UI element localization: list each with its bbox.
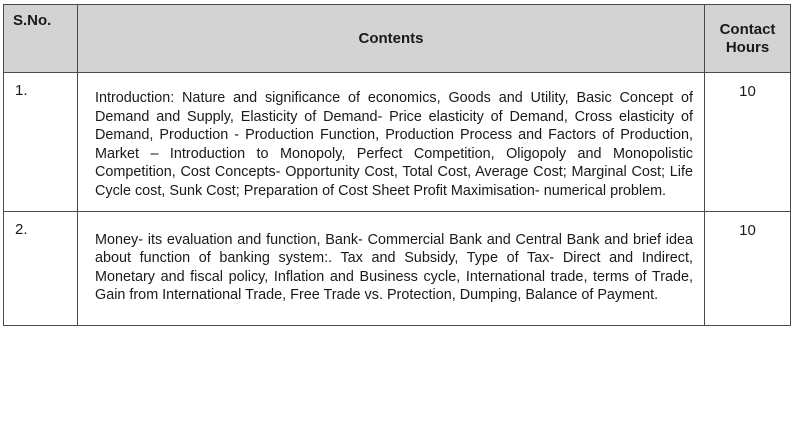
- header-contact-hours-line1: Contact: [719, 20, 776, 38]
- row-sno: 1.: [3, 72, 78, 212]
- row-contents: Money- its evaluation and function, Bank…: [77, 210, 705, 326]
- header-sno: S.No.: [3, 4, 78, 73]
- row-sno: 2.: [3, 210, 78, 326]
- row-contact-hours: 10: [704, 210, 791, 326]
- table-row: 2. Money- its evaluation and function, B…: [3, 210, 791, 326]
- table-header: S.No. Contents Contact Hours: [3, 4, 791, 73]
- row-contents: Introduction: Nature and significance of…: [77, 72, 705, 212]
- header-contact-hours-line2: Hours: [725, 38, 770, 56]
- header-contents: Contents: [77, 4, 705, 73]
- table-body: 1. Introduction: Nature and significance…: [3, 72, 791, 326]
- row-contact-hours: 10: [704, 72, 791, 212]
- header-row: S.No. Contents Contact Hours: [3, 4, 791, 73]
- table-row: 1. Introduction: Nature and significance…: [3, 72, 791, 212]
- header-contact-hours: Contact Hours: [704, 4, 791, 73]
- syllabus-table: S.No. Contents Contact Hours 1. Introduc…: [3, 4, 791, 326]
